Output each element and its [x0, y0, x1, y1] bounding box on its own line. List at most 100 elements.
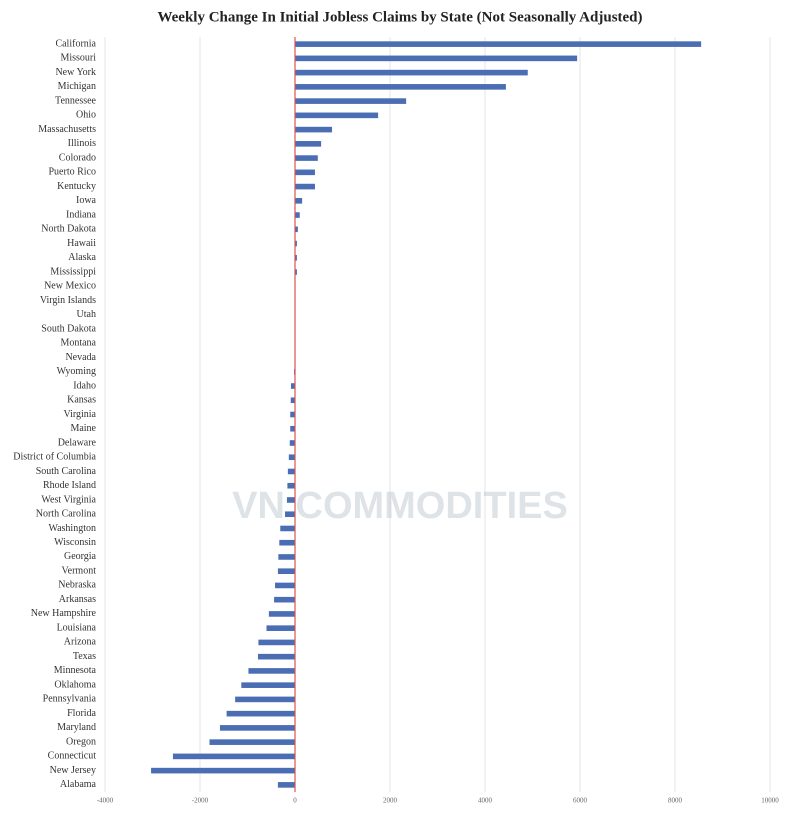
y-tick-label: Alabama [60, 779, 97, 790]
bar [278, 782, 295, 788]
bar [295, 141, 321, 147]
y-tick-label: Minnesota [54, 665, 97, 676]
bar [210, 739, 296, 745]
y-tick-label: Utah [77, 309, 96, 320]
y-tick-label: Illinois [68, 138, 96, 149]
y-tick-label: Oklahoma [54, 679, 96, 690]
bar [295, 184, 315, 190]
bar [220, 725, 295, 731]
y-tick-label: Michigan [58, 81, 96, 92]
y-tick-label: Arkansas [59, 594, 96, 605]
bar [290, 426, 295, 432]
y-tick-label: District of Columbia [13, 452, 96, 463]
bar [288, 469, 295, 475]
y-tick-label: New Hampshire [31, 608, 97, 619]
bar [151, 768, 295, 774]
x-tick-label: 8000 [668, 797, 683, 805]
y-tick-label: Texas [73, 651, 96, 662]
y-tick-label: Colorado [59, 152, 96, 163]
bar [278, 554, 295, 560]
bar [258, 654, 295, 660]
y-tick-label: New York [55, 67, 96, 78]
x-tick-label: -2000 [192, 797, 209, 805]
y-tick-label: Georgia [64, 551, 97, 562]
y-tick-label: New Mexico [44, 281, 96, 292]
y-tick-label: Vermont [62, 565, 97, 576]
bar [295, 198, 302, 204]
bar [295, 113, 378, 119]
bar [295, 127, 332, 133]
bar [279, 540, 295, 546]
bar [295, 84, 506, 90]
bar [291, 383, 295, 389]
bar [274, 597, 295, 603]
bar [295, 155, 318, 161]
x-tick-label: 10000 [761, 797, 779, 805]
y-tick-label: South Dakota [41, 323, 96, 334]
bar [241, 682, 295, 688]
y-tick-label: Florida [67, 708, 96, 719]
y-tick-label: Ohio [76, 110, 96, 121]
y-tick-label: Connecticut [48, 751, 97, 762]
bar [267, 625, 296, 631]
y-tick-label: Wisconsin [54, 537, 96, 548]
bar [290, 440, 295, 446]
y-tick-label: North Carolina [36, 509, 97, 520]
y-tick-label: Montana [60, 338, 96, 349]
y-tick-label: Pennsylvania [43, 694, 97, 705]
bar [289, 454, 295, 460]
y-tick-label: Virgin Islands [40, 295, 96, 306]
bar [295, 212, 300, 218]
bar [278, 568, 295, 574]
bar [295, 98, 406, 104]
y-tick-label: Oregon [66, 736, 96, 747]
bar [295, 70, 528, 76]
y-tick-label: Indiana [66, 209, 97, 220]
y-tick-label: Arizona [64, 637, 97, 648]
bar [227, 711, 295, 717]
y-tick-label: Kentucky [57, 181, 96, 192]
y-tick-label: Rhode Island [43, 480, 96, 491]
watermark: VN COMMODITIES [232, 485, 568, 527]
y-tick-label: Wyoming [57, 366, 96, 377]
chart-title: Weekly Change In Initial Jobless Claims … [157, 9, 642, 25]
y-tick-label: Hawaii [67, 238, 96, 249]
y-tick-label: South Carolina [36, 466, 97, 477]
y-tick-label: Nebraska [58, 580, 96, 591]
y-tick-label: Kansas [67, 395, 96, 406]
y-tick-label: Delaware [58, 437, 97, 448]
y-tick-label: Maryland [57, 722, 96, 733]
x-tick-label: 0 [293, 797, 297, 805]
bar [291, 397, 295, 403]
bar [275, 583, 295, 589]
x-tick-label: 4000 [478, 797, 493, 805]
x-tick-label: -4000 [97, 797, 114, 805]
x-tick-label: 6000 [573, 797, 588, 805]
y-tick-label: West Virginia [41, 494, 96, 505]
y-tick-label: Alaska [68, 252, 96, 263]
bar [295, 41, 701, 47]
y-tick-label: Virginia [63, 409, 96, 420]
y-tick-label: Mississippi [50, 266, 96, 277]
bar [269, 611, 295, 617]
y-tick-label: California [55, 38, 96, 49]
y-tick-label: Washington [48, 523, 96, 534]
y-tick-label: Louisiana [57, 622, 97, 633]
y-tick-label: North Dakota [41, 224, 96, 235]
y-tick-label: New Jersey [50, 765, 96, 776]
bar [258, 640, 295, 646]
y-tick-label: Puerto Rico [49, 167, 97, 178]
bar [173, 754, 295, 760]
y-tick-label: Massachusetts [38, 124, 96, 135]
bar [295, 56, 577, 62]
bar [295, 170, 315, 176]
y-tick-label: Tennessee [55, 95, 97, 106]
y-tick-label: Nevada [65, 352, 96, 363]
y-tick-label: Maine [70, 423, 96, 434]
y-tick-label: Idaho [73, 380, 96, 391]
x-tick-label: 2000 [383, 797, 398, 805]
y-tick-label: Iowa [76, 195, 97, 206]
y-tick-label: Missouri [60, 53, 96, 64]
bar [235, 697, 295, 703]
